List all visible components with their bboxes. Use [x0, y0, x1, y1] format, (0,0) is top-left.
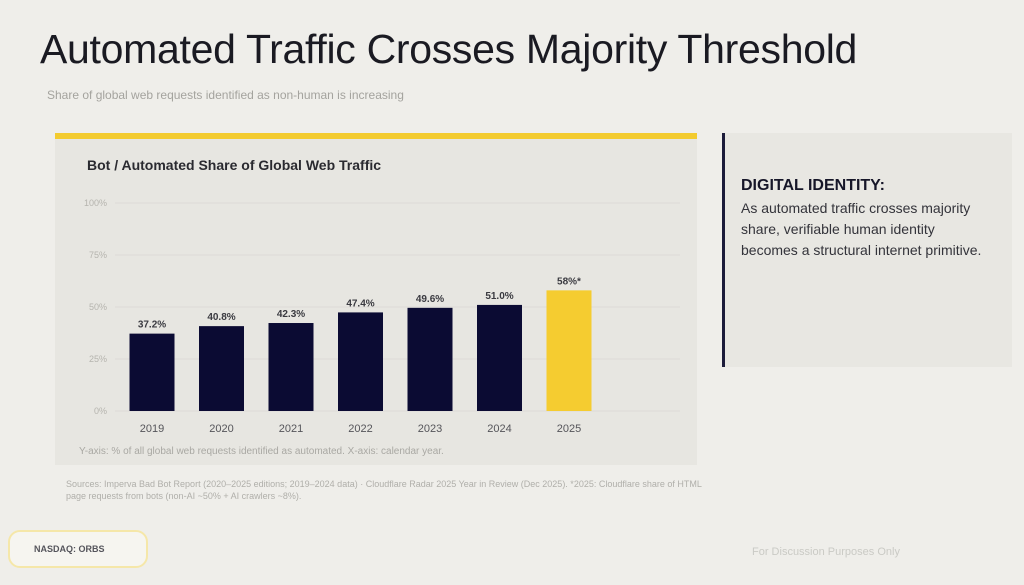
bar-2021	[268, 323, 314, 411]
bar-2025	[546, 290, 592, 411]
page-title: Automated Traffic Crosses Majority Thres…	[40, 26, 858, 72]
chart-title: Bot / Automated Share of Global Web Traf…	[87, 157, 382, 173]
y-tick-label: 75%	[89, 250, 107, 260]
sources-note: Sources: Imperva Bad Bot Report (2020–20…	[66, 479, 702, 501]
bar-2020	[199, 326, 244, 411]
page-subtitle: Share of global web requests identified …	[47, 88, 404, 102]
panel-heading: DIGITAL IDENTITY:	[741, 177, 885, 194]
digital-identity-panel: DIGITAL IDENTITY: As automated traffic c…	[722, 133, 1012, 367]
data-label: 42.3%	[277, 309, 305, 320]
y-tick-label: 50%	[89, 302, 107, 312]
data-label: 58%*	[557, 276, 581, 287]
bar-2023	[407, 307, 453, 411]
panel-body: As automated traffic crosses majority sh…	[741, 200, 982, 258]
x-tick-label: 2024	[487, 423, 511, 435]
x-tick-label: 2021	[279, 423, 303, 435]
chart-card: Bot / Automated Share of Global Web Traf…	[55, 133, 697, 465]
bar-2024	[477, 304, 522, 411]
data-label: 40.8%	[207, 312, 235, 323]
data-label: 49.6%	[416, 294, 444, 305]
y-tick-label: 25%	[89, 354, 107, 364]
ticker-badge: NASDAQ: ORBS	[8, 530, 148, 568]
disclaimer: For Discussion Purposes Only	[752, 546, 900, 558]
x-tick-label: 2019	[140, 423, 164, 435]
x-tick-label: 2023	[418, 423, 442, 435]
data-label: 47.4%	[346, 298, 374, 309]
bar-chart: 0% 25% 50% 75% 100% 37.2% 2019 40.8% 2020 42.3% 20…	[84, 198, 680, 435]
x-tick-label: 2025	[557, 423, 581, 435]
bar-2019	[129, 333, 175, 411]
x-tick-label: 2022	[348, 423, 372, 435]
bar-2022	[338, 312, 383, 411]
y-tick-label: 0%	[94, 406, 107, 416]
y-tick-label: 100%	[84, 198, 107, 208]
data-label: 37.2%	[138, 320, 166, 331]
x-tick-label: 2020	[209, 423, 233, 435]
data-label: 51.0%	[485, 291, 513, 302]
axis-note: Y-axis: % of all global web requests ide…	[79, 446, 444, 457]
